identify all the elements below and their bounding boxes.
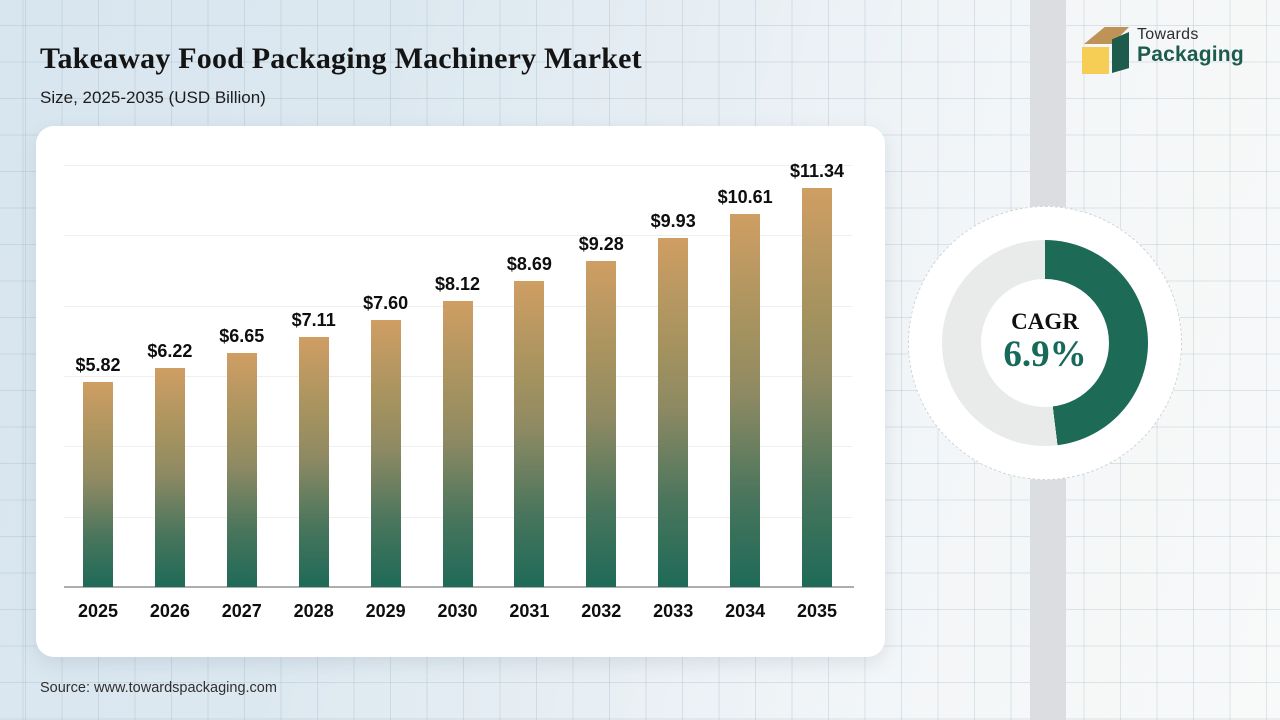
x-axis-tick-label: 2033	[653, 601, 694, 621]
logo-wordmark: Towards Packaging	[1137, 24, 1244, 76]
x-axis-tick-label: 2026	[149, 601, 190, 621]
x-axis-tick-label: 2032	[581, 601, 622, 621]
bar-value-label: $9.93	[650, 210, 696, 231]
towards-packaging-logo: Towards Packaging	[1082, 24, 1244, 76]
page-subtitle: Size, 2025-2035 (USD Billion)	[40, 88, 266, 107]
x-axis-tick-label: 2030	[437, 601, 478, 621]
cagr-value: 6.9%	[1003, 334, 1087, 376]
bar-value-label: $11.34	[789, 161, 845, 182]
x-axis-tick-label: 2025	[77, 601, 119, 621]
bar-value-label: $8.12	[434, 274, 481, 295]
bar-2027	[226, 353, 257, 587]
bar-value-label: $5.82	[75, 355, 121, 376]
x-axis-tick-label: 2035	[796, 601, 838, 621]
bar-2033	[658, 237, 689, 587]
bar-2026	[154, 368, 185, 587]
logo-line1: Towards	[1137, 26, 1199, 43]
bar-value-label: $9.28	[578, 233, 624, 254]
x-axis-line	[64, 586, 854, 588]
bar-value-label: $10.61	[717, 186, 773, 207]
cagr-donut: CAGR 6.9%	[908, 206, 1182, 480]
x-axis-tick-label: 2031	[509, 601, 550, 621]
bar-value-label: $8.69	[506, 254, 552, 275]
box-front-face	[1082, 47, 1109, 74]
box-right-face	[1112, 32, 1129, 73]
cagr-donut-center: CAGR 6.9%	[981, 279, 1109, 407]
x-axis-tick-label: 2029	[365, 601, 406, 621]
cagr-label: CAGR	[1011, 309, 1079, 335]
bar-2029	[370, 319, 401, 587]
x-axis-tick-label: 2027	[221, 601, 262, 621]
bar-2032	[586, 260, 617, 587]
source-note: Source: www.towardspackaging.com	[40, 680, 277, 696]
gridline	[64, 235, 852, 237]
bar-chart-card: $5.82 2025 $6.22 2026 $6.65 2027 $7.11 2028 $7.6…	[36, 126, 885, 657]
bar-2034	[730, 213, 761, 587]
packaging-box-icon	[1082, 24, 1130, 76]
bar-value-label: $6.22	[147, 341, 193, 362]
bar-value-label: $7.11	[291, 309, 336, 330]
bar-value-label: $7.60	[363, 292, 409, 313]
logo-line2: Packaging	[1137, 42, 1244, 66]
bar-chart-plot: $5.82 2025 $6.22 2026 $6.65 2027 $7.11 2028 $7.6…	[64, 156, 854, 621]
bar-2028	[298, 336, 329, 587]
bar-2030	[442, 301, 473, 587]
bar-2031	[514, 281, 545, 587]
gridline	[64, 165, 852, 166]
bar-2035	[802, 188, 832, 587]
x-axis-tick-label: 2034	[725, 601, 766, 621]
bar-value-label: $6.65	[219, 326, 265, 347]
x-axis-tick-label: 2028	[293, 601, 334, 621]
bar-2025	[83, 382, 113, 587]
page-title: Takeaway Food Packaging Machinery Market	[40, 42, 642, 75]
